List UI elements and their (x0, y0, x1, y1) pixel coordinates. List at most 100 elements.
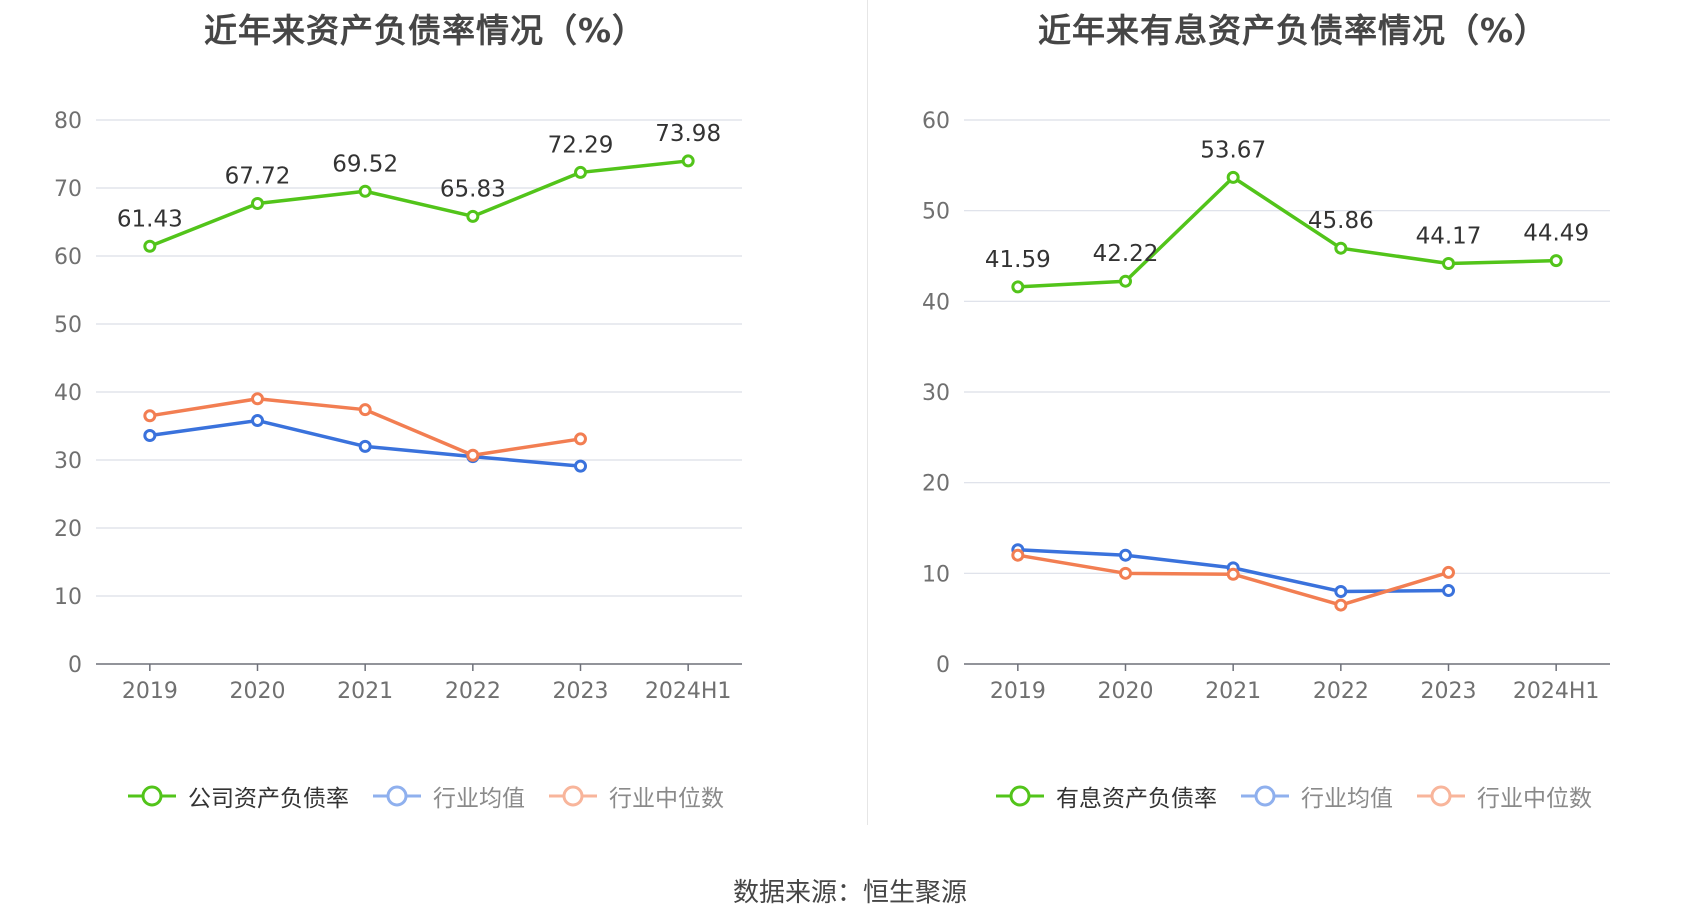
x-tick-label: 2019 (990, 679, 1046, 704)
y-tick-label: 20 (922, 472, 950, 497)
panel-divider (867, 0, 868, 825)
legend-label: 行业中位数 (1477, 786, 1592, 812)
debt-ratio-chart-panel: 近年来资产负债率情况（%） 0 10 20 30 40 50 60 70 80 2019 2020 2… (0, 0, 850, 840)
y-tick-label: 30 (54, 449, 82, 474)
data-point[interactable] (1442, 565, 1455, 579)
x-tick-label: 2022 (445, 679, 501, 704)
data-label: 44.17 (1416, 224, 1482, 250)
y-tick-label: 40 (922, 290, 950, 315)
y-tick-label: 60 (54, 245, 82, 270)
data-point[interactable] (143, 429, 157, 443)
legend: 公司资产负债率 行业均值 行业中位数 (0, 776, 850, 816)
x-tick-label: 2020 (1098, 679, 1154, 704)
legend-label: 行业均值 (433, 786, 525, 812)
data-label: 61.43 (117, 206, 183, 232)
data-point[interactable] (251, 392, 264, 406)
data-point[interactable] (251, 414, 264, 428)
y-tick-label: 0 (936, 653, 950, 678)
legend-label: 公司资产负债率 (188, 786, 349, 812)
data-label: 42.22 (1093, 241, 1159, 267)
legend-line-green-icon (128, 785, 176, 807)
data-point[interactable] (574, 165, 587, 179)
y-tick-label: 80 (54, 109, 82, 134)
data-label: 45.86 (1308, 208, 1374, 234)
series-line (149, 159, 689, 248)
data-point[interactable] (574, 459, 587, 473)
data-point[interactable] (1334, 584, 1348, 598)
data-point[interactable] (1119, 548, 1132, 562)
data-label: 67.72 (225, 164, 291, 190)
debt-ratio-plot: 0 10 20 30 40 50 60 70 80 2019 2020 2021 2022 2023 202… (54, 109, 742, 704)
legend: 有息资产负债率 行业均值 行业中位数 (868, 776, 1700, 816)
data-label: 73.98 (655, 121, 721, 147)
data-point[interactable] (466, 448, 480, 462)
legend-line-blue-icon (1241, 785, 1289, 807)
data-label: 69.52 (332, 151, 398, 177)
y-tick-label: 50 (54, 313, 82, 338)
legend-label: 有息资产负债率 (1056, 786, 1217, 812)
data-point[interactable] (1334, 598, 1348, 612)
legend-label: 行业中位数 (609, 786, 724, 812)
legend-label: 行业均值 (1301, 786, 1393, 812)
y-tick-label: 60 (922, 109, 950, 134)
x-tick-label: 2024H1 (645, 679, 732, 704)
data-point[interactable] (143, 239, 157, 253)
y-tick-label: 40 (54, 381, 82, 406)
data-point[interactable] (1011, 548, 1025, 562)
data-point[interactable] (143, 409, 157, 423)
data-point[interactable] (1442, 257, 1455, 271)
x-tick-label: 2022 (1313, 679, 1369, 704)
data-label: 65.83 (440, 176, 506, 202)
legend-item-company-debt-ratio[interactable]: 公司资产负债率 (126, 779, 349, 813)
data-point[interactable] (1226, 170, 1240, 184)
chart-title: 近年来有息资产负债率情况（%） (1037, 11, 1549, 50)
x-tick-label: 2021 (1205, 679, 1261, 704)
interest-bearing-debt-ratio-plot: 0 10 20 30 40 50 60 2019 2020 2021 2022 2023 2024H1 4… (922, 109, 1610, 704)
data-point[interactable] (681, 154, 695, 168)
y-tick-label: 50 (922, 200, 950, 225)
series-line (1017, 175, 1557, 289)
data-point[interactable] (1011, 280, 1025, 294)
data-point[interactable] (574, 432, 587, 446)
data-point[interactable] (358, 403, 372, 417)
y-tick-label: 10 (54, 585, 82, 610)
y-tick-label: 30 (922, 381, 950, 406)
x-tick-label: 2024H1 (1513, 679, 1600, 704)
legend-item-interest-bearing-debt-ratio[interactable]: 有息资产负债率 (994, 779, 1217, 813)
legend-line-orange-icon (549, 785, 597, 807)
data-point[interactable] (358, 184, 372, 198)
data-point[interactable] (466, 209, 480, 223)
x-tick-label: 2020 (230, 679, 286, 704)
legend-item-industry-median[interactable]: 行业中位数 (1415, 779, 1592, 813)
y-tick-label: 70 (54, 177, 82, 202)
x-tick-label: 2019 (122, 679, 178, 704)
legend-item-industry-median[interactable]: 行业中位数 (547, 779, 724, 813)
y-tick-label: 10 (922, 562, 950, 587)
data-point[interactable] (1442, 584, 1455, 598)
legend-line-green-icon (996, 785, 1044, 807)
data-point[interactable] (251, 197, 264, 211)
data-point[interactable] (1549, 254, 1563, 268)
y-tick-label: 20 (54, 517, 82, 542)
data-point[interactable] (1334, 241, 1348, 255)
x-tick-label: 2023 (553, 679, 609, 704)
legend-item-industry-average[interactable]: 行业均值 (1239, 779, 1393, 813)
data-label: 53.67 (1200, 137, 1266, 163)
x-tick-label: 2023 (1421, 679, 1477, 704)
data-point[interactable] (358, 439, 372, 453)
x-tick-label: 2021 (337, 679, 393, 704)
legend-item-industry-average[interactable]: 行业均值 (371, 779, 525, 813)
data-label: 41.59 (985, 247, 1051, 273)
interest-bearing-debt-ratio-chart-panel: 近年来有息资产负债率情况（%） 0 10 20 30 40 50 60 2019 2020 202… (868, 0, 1700, 840)
data-point[interactable] (1119, 274, 1132, 288)
legend-line-orange-icon (1417, 785, 1465, 807)
data-source-note: 数据来源：恒生聚源 (732, 878, 967, 908)
y-tick-label: 0 (68, 653, 82, 678)
data-label: 72.29 (548, 132, 614, 158)
data-point[interactable] (1226, 567, 1240, 581)
chart-title: 近年来资产负债率情况（%） (203, 11, 647, 50)
data-point[interactable] (1119, 566, 1132, 580)
data-label: 44.49 (1523, 221, 1589, 247)
legend-line-blue-icon (373, 785, 421, 807)
